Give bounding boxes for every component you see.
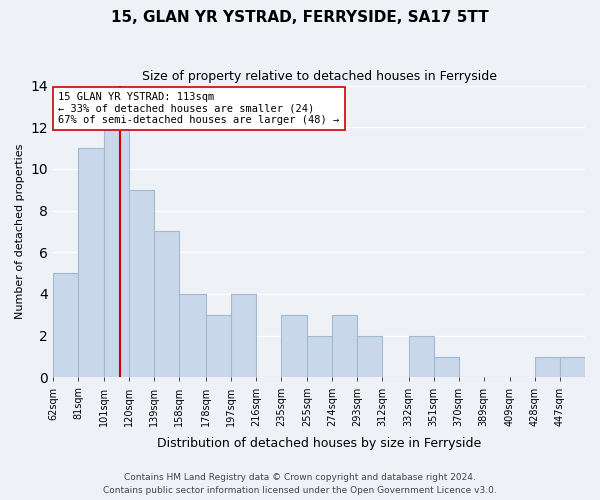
Title: Size of property relative to detached houses in Ferryside: Size of property relative to detached ho… (142, 70, 497, 83)
Bar (154, 232, 179, 378)
Bar (179, 294, 206, 378)
Bar (231, 294, 256, 378)
Bar (434, 356, 458, 378)
Bar (357, 336, 382, 378)
Text: 15 GLAN YR YSTRAD: 113sqm
← 33% of detached houses are smaller (24)
67% of semi-: 15 GLAN YR YSTRAD: 113sqm ← 33% of detac… (58, 92, 340, 125)
Bar (53, 273, 78, 378)
Bar (206, 315, 231, 378)
Bar (307, 336, 332, 378)
Bar (130, 190, 154, 378)
Bar (78, 148, 104, 378)
Text: Contains HM Land Registry data © Crown copyright and database right 2024.
Contai: Contains HM Land Registry data © Crown c… (103, 474, 497, 495)
Bar (281, 315, 307, 378)
Bar (535, 356, 560, 378)
Bar (104, 127, 130, 378)
Text: 15, GLAN YR YSTRAD, FERRYSIDE, SA17 5TT: 15, GLAN YR YSTRAD, FERRYSIDE, SA17 5TT (111, 10, 489, 25)
Bar (332, 315, 357, 378)
Bar (560, 356, 585, 378)
X-axis label: Distribution of detached houses by size in Ferryside: Distribution of detached houses by size … (157, 437, 481, 450)
Y-axis label: Number of detached properties: Number of detached properties (15, 144, 25, 319)
Bar (409, 336, 434, 378)
